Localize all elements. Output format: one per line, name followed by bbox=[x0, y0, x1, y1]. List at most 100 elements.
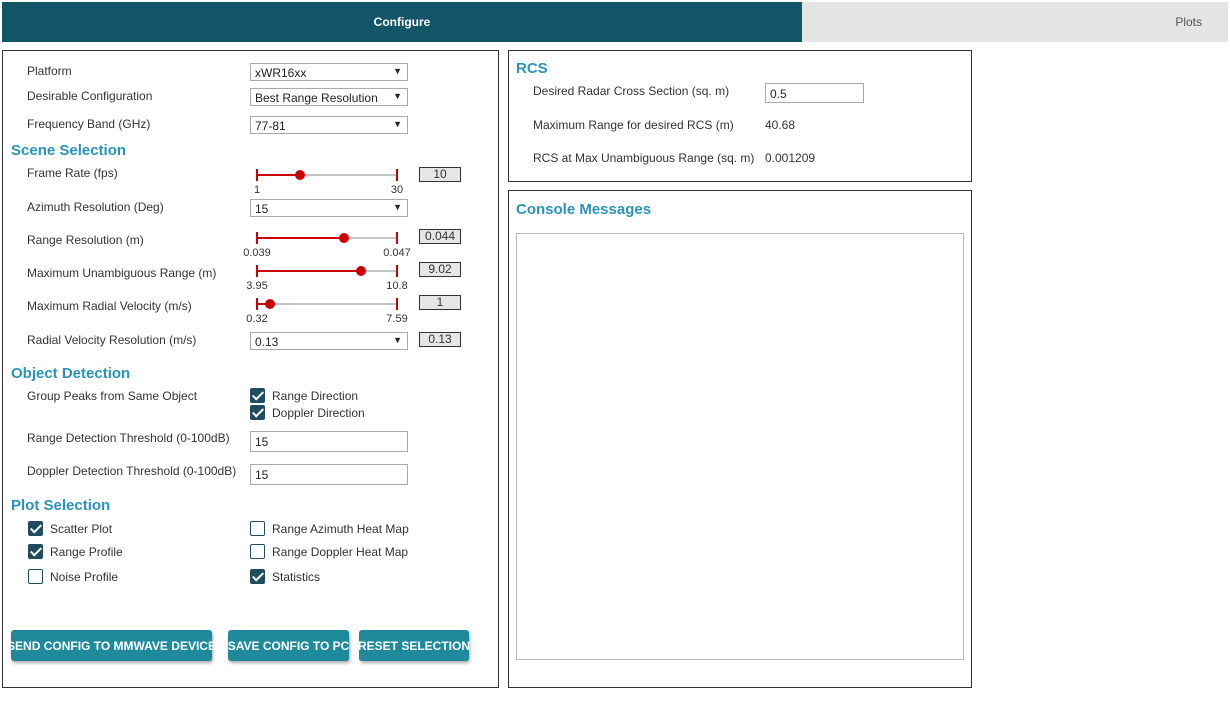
dropdown-arrow-icon: ▼ bbox=[393, 119, 402, 129]
checkbox-box[interactable] bbox=[250, 544, 265, 559]
reset-selection-button[interactable]: RESET SELECTION bbox=[358, 630, 470, 661]
slider-min-label: 0.32 bbox=[246, 313, 268, 325]
range-detection-threshold-label: Range Detection Threshold (0-100dB) bbox=[27, 431, 230, 445]
azimuth-resolution-label: Azimuth Resolution (Deg) bbox=[27, 200, 164, 214]
checkbox-box[interactable] bbox=[250, 405, 265, 420]
doppler-detection-threshold-label: Doppler Detection Threshold (0-100dB) bbox=[27, 464, 237, 478]
slider-knob[interactable] bbox=[264, 299, 275, 309]
radial-velocity-resolution-label: Radial Velocity Resolution (m/s) bbox=[27, 333, 197, 347]
azimuth-resolution-value: 15 bbox=[255, 202, 269, 216]
desired-rcs-input[interactable]: 0.5 bbox=[765, 83, 864, 103]
scene-selection-heading: Scene Selection bbox=[11, 142, 127, 159]
slider-fill bbox=[257, 237, 344, 239]
slider-max-tick bbox=[396, 298, 398, 310]
slider-min-tick bbox=[256, 169, 258, 181]
frame-rate-value: 10 bbox=[419, 167, 461, 182]
doppler-detection-threshold-input[interactable]: 15 bbox=[250, 464, 408, 485]
range-direction-checkbox[interactable]: Range Direction bbox=[250, 388, 358, 403]
group-peaks-label: Group Peaks from Same Object bbox=[27, 389, 198, 403]
radial-velocity-resolution-select-value: 0.13 bbox=[255, 335, 279, 349]
slider-max-label: 10.8 bbox=[386, 280, 408, 292]
scatter-plot-checkbox[interactable]: Scatter Plot bbox=[28, 521, 112, 536]
send-config-button[interactable]: SEND CONFIG TO MMWAVE DEVICE bbox=[7, 630, 216, 661]
checkbox-label: Noise Profile bbox=[50, 569, 119, 584]
checkbox-box[interactable] bbox=[250, 521, 265, 536]
checkbox-box[interactable] bbox=[250, 388, 265, 403]
slider-max-label: 7.59 bbox=[386, 313, 408, 325]
rcs-max-unambiguous-value: 0.001209 bbox=[765, 151, 816, 165]
slider-min-tick bbox=[256, 265, 258, 277]
slider-max-label: 30 bbox=[390, 184, 404, 196]
platform-label: Platform bbox=[27, 64, 72, 78]
doppler-direction-checkbox[interactable]: Doppler Direction bbox=[250, 405, 365, 420]
max-range-rcs-label: Maximum Range for desired RCS (m) bbox=[533, 118, 734, 132]
checkbox-label: Doppler Direction bbox=[272, 405, 365, 420]
dropdown-arrow-icon: ▼ bbox=[393, 66, 402, 76]
slider-fill bbox=[257, 174, 301, 176]
dropdown-arrow-icon: ▼ bbox=[393, 335, 402, 345]
desirable-configuration-value: Best Range Resolution bbox=[255, 91, 378, 105]
desirable-configuration-label: Desirable Configuration bbox=[27, 89, 153, 103]
slider-knob[interactable] bbox=[295, 170, 306, 180]
checkbox-label: Range Direction bbox=[272, 388, 359, 403]
range-azimuth-heatmap-checkbox[interactable]: Range Azimuth Heat Map bbox=[250, 521, 409, 536]
rcs-max-unambiguous-label: RCS at Max Unambiguous Range (sq. m) bbox=[533, 151, 755, 165]
checkbox-box[interactable] bbox=[250, 569, 265, 584]
range-resolution-value: 0.044 bbox=[419, 229, 461, 244]
frame-rate-label: Frame Rate (fps) bbox=[27, 166, 118, 180]
range-resolution-slider[interactable]: 0.039 0.047 bbox=[243, 230, 411, 260]
slider-max-tick bbox=[396, 169, 398, 181]
max-unambiguous-range-slider[interactable]: 3.95 10.8 bbox=[246, 263, 408, 293]
radial-velocity-resolution-select[interactable]: 0.13 ▼ bbox=[250, 332, 408, 350]
slider-min-tick bbox=[256, 298, 258, 310]
tab-plots[interactable]: Plots bbox=[802, 2, 1228, 42]
checkbox-box[interactable] bbox=[28, 544, 43, 559]
frequency-band-value: 77-81 bbox=[255, 119, 286, 133]
console-output[interactable] bbox=[516, 233, 964, 660]
max-range-rcs-value: 40.68 bbox=[765, 118, 796, 132]
range-profile-checkbox[interactable]: Range Profile bbox=[28, 544, 123, 559]
object-detection-heading: Object Detection bbox=[11, 365, 131, 382]
max-radial-velocity-value: 1 bbox=[419, 295, 461, 310]
checkbox-box[interactable] bbox=[28, 569, 43, 584]
radial-velocity-resolution-value: 0.13 bbox=[419, 332, 461, 347]
max-radial-velocity-slider[interactable]: 0.32 7.59 bbox=[246, 296, 408, 326]
checkbox-box[interactable] bbox=[28, 521, 43, 536]
dropdown-arrow-icon: ▼ bbox=[393, 202, 402, 212]
frame-rate-slider[interactable]: 1 30 bbox=[253, 167, 403, 197]
slider-max-tick bbox=[396, 265, 398, 277]
slider-knob[interactable] bbox=[355, 266, 366, 276]
slider-min-label: 0.039 bbox=[243, 247, 271, 259]
max-unambiguous-range-label: Maximum Unambiguous Range (m) bbox=[27, 266, 217, 280]
plot-selection-heading: Plot Selection bbox=[11, 497, 111, 514]
max-radial-velocity-label: Maximum Radial Velocity (m/s) bbox=[27, 299, 192, 313]
range-doppler-heatmap-checkbox[interactable]: Range Doppler Heat Map bbox=[250, 544, 408, 559]
frequency-band-label: Frequency Band (GHz) bbox=[27, 117, 151, 131]
platform-select[interactable]: xWR16xx ▼ bbox=[250, 63, 408, 81]
save-config-button[interactable]: SAVE CONFIG TO PC bbox=[228, 630, 349, 661]
slider-fill bbox=[257, 270, 361, 272]
checkbox-label: Range Profile bbox=[50, 544, 123, 559]
noise-profile-checkbox[interactable]: Noise Profile bbox=[28, 569, 118, 584]
tab-configure[interactable]: Configure bbox=[2, 2, 802, 42]
range-detection-threshold-input[interactable]: 15 bbox=[250, 431, 408, 452]
desired-rcs-label: Desired Radar Cross Section (sq. m) bbox=[533, 84, 730, 98]
range-resolution-label: Range Resolution (m) bbox=[27, 233, 144, 247]
checkbox-label: Range Azimuth Heat Map bbox=[272, 521, 409, 536]
console-messages-heading: Console Messages bbox=[516, 201, 652, 218]
statistics-checkbox[interactable]: Statistics bbox=[250, 569, 320, 584]
slider-fill bbox=[257, 303, 270, 305]
slider-max-label: 0.047 bbox=[383, 247, 411, 259]
slider-knob[interactable] bbox=[338, 233, 349, 243]
frequency-band-select[interactable]: 77-81 ▼ bbox=[250, 116, 408, 134]
desirable-configuration-select[interactable]: Best Range Resolution ▼ bbox=[250, 88, 408, 106]
slider-track bbox=[257, 303, 397, 305]
rcs-heading: RCS bbox=[516, 60, 548, 77]
slider-track bbox=[257, 174, 397, 176]
rcs-panel bbox=[508, 50, 972, 182]
slider-min-label: 3.95 bbox=[246, 280, 268, 292]
max-unambiguous-range-value: 9.02 bbox=[419, 262, 461, 277]
slider-min-tick bbox=[256, 232, 258, 244]
azimuth-resolution-select[interactable]: 15 ▼ bbox=[250, 199, 408, 217]
slider-min-label: 1 bbox=[253, 184, 261, 196]
